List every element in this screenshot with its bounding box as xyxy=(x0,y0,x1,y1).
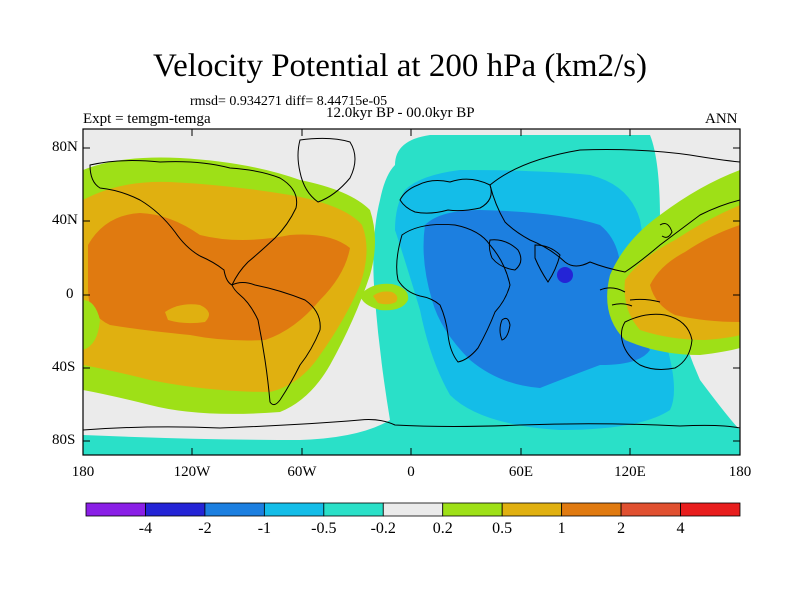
x-tick-label: 0 xyxy=(407,464,415,480)
contour-westpac-inner xyxy=(650,225,740,322)
colorbar-label: 4 xyxy=(676,520,685,537)
coast-india xyxy=(534,244,561,283)
colorbar-swatch xyxy=(501,502,563,517)
stats-label: rmsd= 0.934271 diff= 8.44715e-05 xyxy=(190,94,388,109)
colorbar-swatch xyxy=(263,502,325,517)
coast-europe xyxy=(399,178,492,214)
x-tick-label: 60E xyxy=(508,464,534,480)
coast-greenland xyxy=(297,137,356,203)
y-tick-label: 0 xyxy=(66,286,74,302)
x-tick-label: 120E xyxy=(614,464,646,480)
y-tick-label: 80S xyxy=(52,432,76,448)
colorbar-label: 1 xyxy=(557,520,566,537)
colorbar-swatch xyxy=(442,502,503,517)
colorbar-swatch xyxy=(680,502,741,517)
colorbar-swatch xyxy=(85,502,146,517)
contour-field xyxy=(83,129,740,455)
colorbar-swatch xyxy=(620,502,681,517)
x-ticks xyxy=(82,129,741,455)
y-tick-label: 40S xyxy=(52,359,76,375)
season-label: ANN xyxy=(705,111,738,127)
y-ticks xyxy=(83,147,740,442)
coast-arabia xyxy=(488,239,522,271)
contour-wrap-west xyxy=(83,300,100,350)
x-tick-label: 180 xyxy=(728,464,752,480)
experiment-label: Expt = temgm-temga xyxy=(83,111,211,127)
colorbar xyxy=(85,502,741,517)
coast-south-america xyxy=(231,282,321,406)
x-tick-label: 180 xyxy=(71,464,95,480)
colorbar-swatch xyxy=(382,502,444,517)
x-tick-label: 60W xyxy=(287,464,317,480)
coast-antarctica xyxy=(83,419,740,431)
contour-negative-minimum xyxy=(557,267,573,283)
colorbar-label: 0.5 xyxy=(492,520,513,537)
figure-title: Velocity Potential at 200 hPa (km2/s) xyxy=(152,48,648,84)
coast-madagascar xyxy=(499,317,511,341)
colorbar-label: -0.2 xyxy=(370,520,396,537)
colorbar-label: -0.5 xyxy=(311,520,337,537)
colorbar-label: 2 xyxy=(617,520,626,537)
coastlines xyxy=(83,137,740,431)
coast-indonesia xyxy=(599,287,661,307)
y-tick-label: 40N xyxy=(52,212,78,228)
colorbar-label: 0.2 xyxy=(432,520,453,537)
coast-japan xyxy=(659,223,673,238)
contour-positive-inner xyxy=(88,213,350,341)
colorbar-label: -2 xyxy=(198,520,212,537)
colorbar-swatch xyxy=(145,502,206,517)
colorbar-label: -4 xyxy=(138,520,153,537)
colorbar-label: -1 xyxy=(257,520,272,537)
colorbar-swatch xyxy=(204,502,265,517)
x-tick-label: 120W xyxy=(173,464,211,480)
contour-atlantic-small-inner xyxy=(373,291,398,305)
contour-south-pacific-inset xyxy=(165,304,209,324)
colorbar-swatch xyxy=(323,502,384,517)
coast-africa xyxy=(396,224,511,363)
coast-australia xyxy=(620,313,693,370)
coast-north-america xyxy=(89,160,298,286)
period-label: 12.0kyr BP - 00.0kyr BP xyxy=(326,105,475,121)
y-tick-label: 80N xyxy=(52,139,78,155)
coast-asia xyxy=(489,149,740,273)
colorbar-swatch xyxy=(561,502,622,517)
